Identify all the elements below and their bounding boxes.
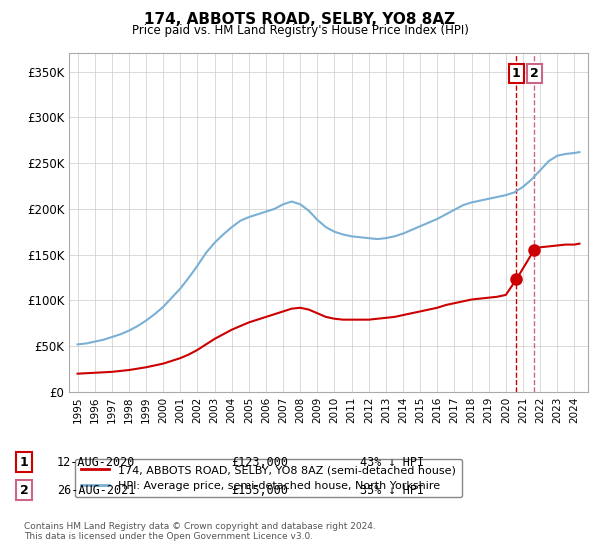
Text: Price paid vs. HM Land Registry's House Price Index (HPI): Price paid vs. HM Land Registry's House …	[131, 24, 469, 36]
Text: £155,000: £155,000	[231, 483, 288, 497]
Text: 2: 2	[530, 67, 538, 80]
Text: 43% ↓ HPI: 43% ↓ HPI	[360, 455, 424, 469]
Text: 1: 1	[512, 67, 521, 80]
Legend: 174, ABBOTS ROAD, SELBY, YO8 8AZ (semi-detached house), HPI: Average price, semi: 174, ABBOTS ROAD, SELBY, YO8 8AZ (semi-d…	[74, 459, 463, 497]
Text: £123,000: £123,000	[231, 455, 288, 469]
Text: Contains HM Land Registry data © Crown copyright and database right 2024.
This d: Contains HM Land Registry data © Crown c…	[24, 522, 376, 542]
Text: 26-AUG-2021: 26-AUG-2021	[57, 483, 136, 497]
Text: 174, ABBOTS ROAD, SELBY, YO8 8AZ: 174, ABBOTS ROAD, SELBY, YO8 8AZ	[145, 12, 455, 27]
Text: 35% ↓ HPI: 35% ↓ HPI	[360, 483, 424, 497]
Text: 1: 1	[20, 455, 28, 469]
Text: 12-AUG-2020: 12-AUG-2020	[57, 455, 136, 469]
Text: 2: 2	[20, 483, 28, 497]
